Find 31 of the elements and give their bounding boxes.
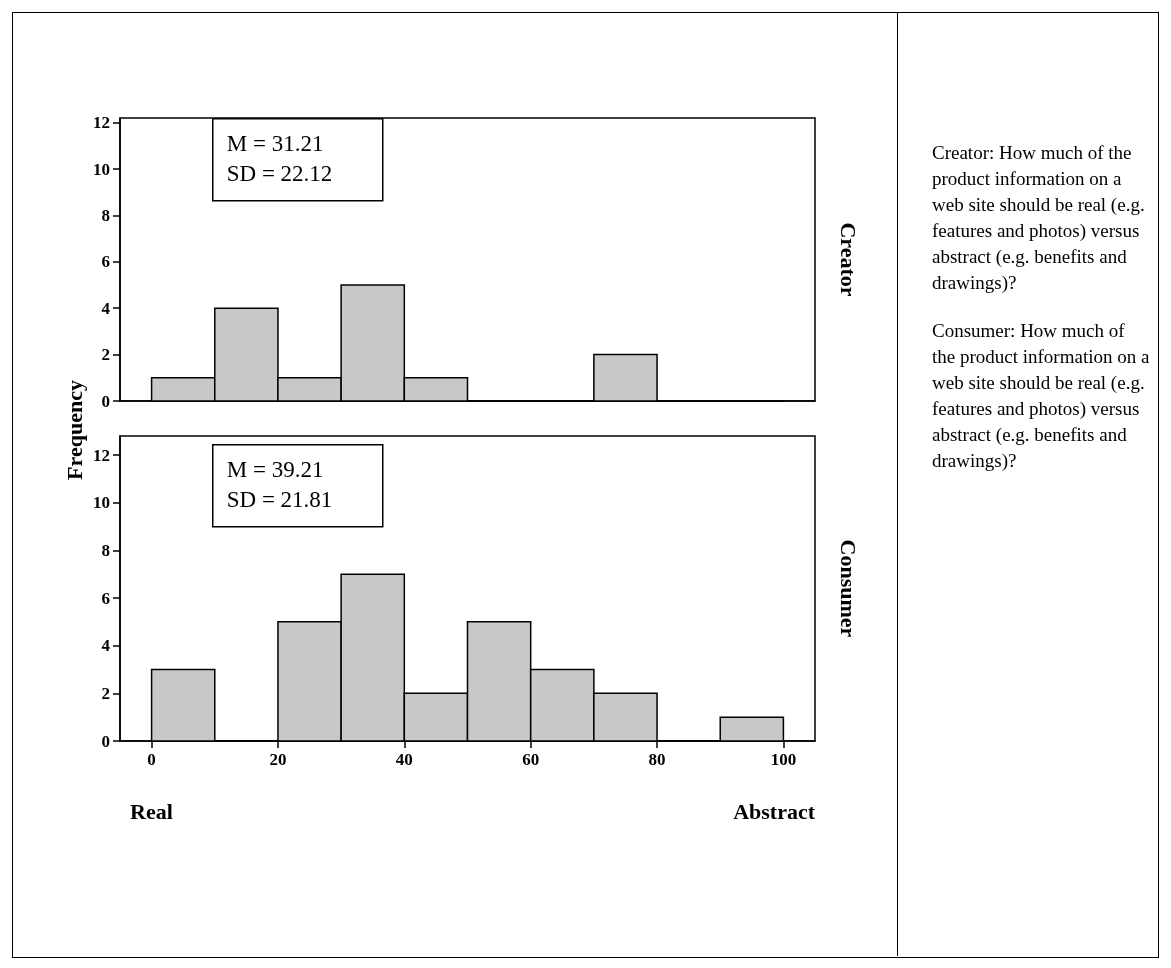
y-tick-label: 6 — [101, 588, 110, 608]
y-tick-label: 8 — [101, 540, 110, 560]
y-tick-label: 8 — [101, 205, 110, 225]
y-tick-label: 10 — [93, 493, 110, 513]
y2-axis-title: Consumer — [835, 539, 861, 638]
y-tick-label: 0 — [101, 731, 110, 751]
text: Consumer: How much of the product information on a web site should be real (e.g. features and photos) versus abstract (e.g. benefits and drawings)? — [932, 319, 1151, 473]
text: Real — [130, 798, 173, 824]
x-tick-label: 40 — [395, 750, 413, 769]
y-tick-label: 6 — [101, 252, 110, 272]
text: Abstract — [733, 798, 816, 824]
x-tick-label: 100 — [770, 750, 797, 769]
y-tick-label: 10 — [93, 159, 110, 179]
y-tick-label: 0 — [101, 391, 110, 411]
annotation: SD = 21.81 — [226, 487, 333, 513]
annotation: M = 39.21 — [226, 457, 324, 483]
annotation: M = 31.21 — [226, 131, 324, 157]
x-tick-label: 20 — [269, 750, 287, 769]
y-tick-label: 4 — [101, 298, 111, 318]
x-tick-label: 0 — [147, 750, 156, 769]
y-tick-label: 2 — [101, 683, 110, 703]
x-tick-label: 80 — [648, 750, 666, 769]
text: Creator: How much of the product information on a web site should be real (e.g. features and photos) versus abstract (e.g. benefits and drawings)? — [932, 141, 1146, 295]
y-axis-title: Frequency — [61, 380, 88, 480]
y-tick-label: 2 — [101, 345, 110, 365]
y-tick-label: 12 — [93, 113, 110, 133]
y2-axis-title: Creator — [835, 222, 861, 297]
x-tick-label: 60 — [522, 750, 540, 769]
y-tick-label: 12 — [93, 445, 110, 465]
annotation: SD = 22.12 — [226, 161, 333, 187]
y-tick-label: 4 — [101, 636, 111, 656]
